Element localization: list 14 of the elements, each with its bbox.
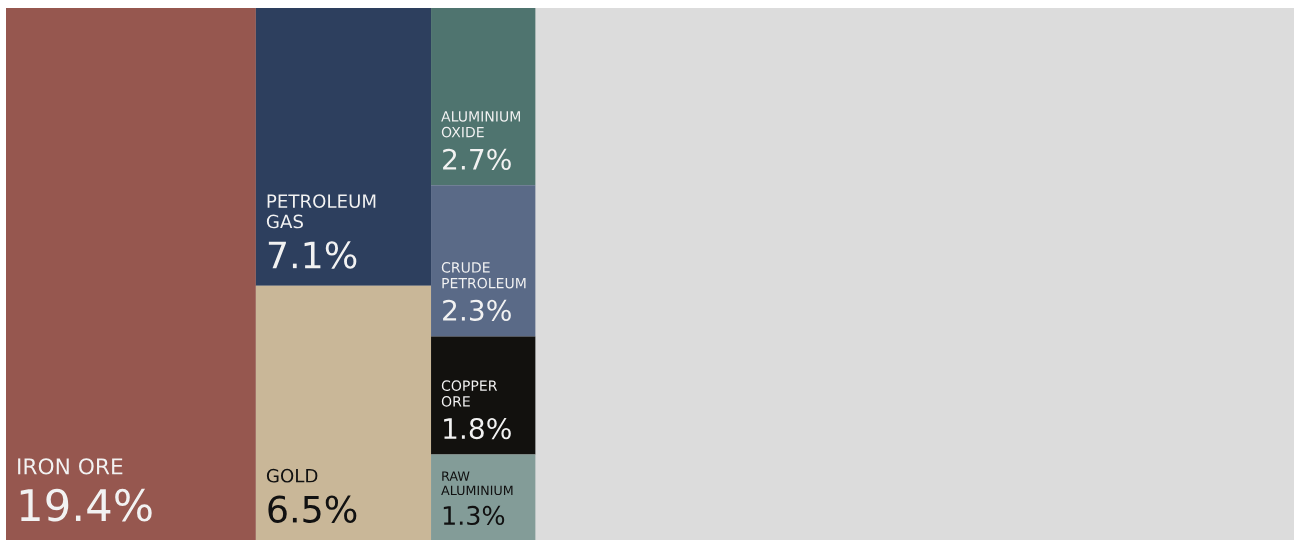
category-label: GOLD [266,468,318,483]
data-label: 7.1% [268,241,357,269]
category-label: CRUDE PETROLEUM [441,262,526,289]
category-label: RAW ALUMINIUM [441,471,513,496]
category-label: PETROLEUM GAS [266,194,376,229]
data-label: 2.7% [443,148,511,170]
category-label: COPPER ORE [441,380,498,407]
data-label: 1.8% [444,417,511,440]
category-label: ALUMINIUM OXIDE [441,111,520,138]
data-label: 19.4% [20,488,152,522]
category-label: IRON ORE [18,458,123,475]
data-label: 2.3% [443,299,511,321]
data-label: 6.5% [268,495,357,523]
data-label: 1.3% [443,505,505,526]
